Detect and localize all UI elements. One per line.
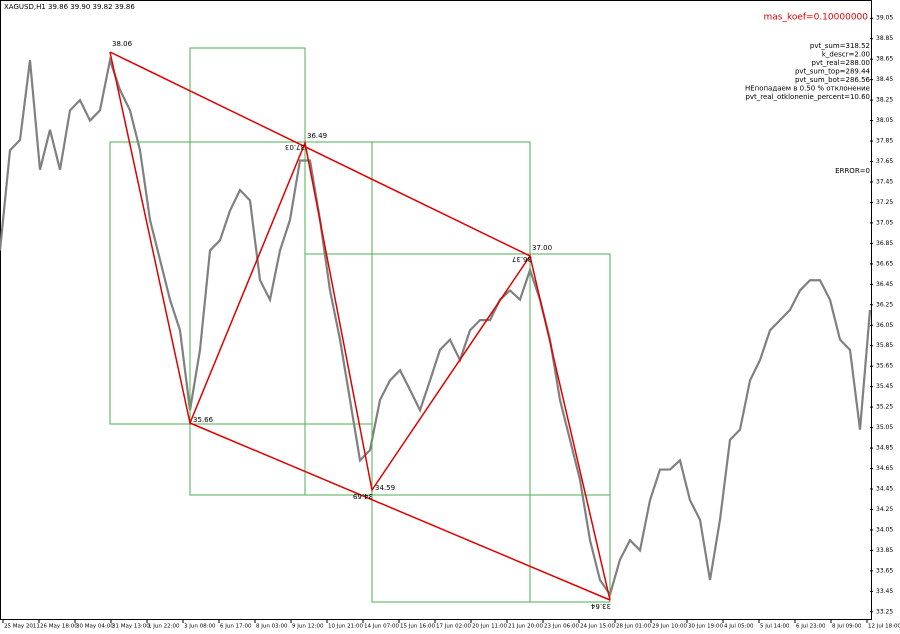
info-line: pvt_real=288.00 — [812, 59, 870, 67]
x-tick-label: 6 Jun 17:00 — [220, 624, 252, 630]
zigzag-line — [109, 51, 611, 601]
y-tick-label: 35.45 — [876, 383, 893, 390]
pivot-label: 36.49 — [307, 132, 327, 140]
price-line — [0, 55, 872, 597]
y-tick-label: 33.25 — [876, 608, 893, 615]
y-tick-label: 37.65 — [876, 158, 893, 165]
y-tick-label: 37.85 — [876, 138, 893, 145]
error: ERROR=0 — [835, 167, 870, 175]
y-tick-label: 38.45 — [876, 76, 893, 83]
y-tick-label: 36.05 — [876, 322, 893, 329]
y-tick-label: 34.25 — [876, 506, 893, 513]
x-tick-label: 8 Jun 03:00 — [256, 624, 288, 630]
y-tick-label: 33.65 — [876, 567, 893, 574]
pivot-label-flipped: 37.03 — [285, 143, 305, 151]
channel-bottom — [189, 422, 611, 601]
x-tick-label: 31 May 13:00 — [112, 624, 150, 630]
y-tick-label: 37.45 — [876, 178, 893, 185]
y-tick-label: 37.25 — [876, 199, 893, 206]
koef: mas_koef=0.10000000 — [763, 13, 868, 23]
y-tick-label: 37.05 — [876, 219, 893, 226]
price-layer — [0, 55, 872, 597]
x-tick-label: 12 Jul 18:00 — [868, 624, 900, 630]
x-tick-label: 21 Jun 20:00 — [508, 624, 543, 630]
plot-frame — [0, 0, 872, 620]
y-tick-label: 35.05 — [876, 424, 893, 431]
x-tick-label: 28 Jun 01:00 — [616, 624, 651, 630]
box — [371, 494, 611, 603]
x-tick-label: 23 Jun 06:00 — [544, 624, 579, 630]
x-tick-label: 4 Jul 05:00 — [724, 624, 754, 630]
y-tick-label: 34.45 — [876, 486, 893, 493]
x-tick-label: 8 Jul 09:00 — [832, 624, 862, 630]
y-tick-label: 35.25 — [876, 404, 893, 411]
y-tick-label: 39.05 — [876, 15, 893, 22]
info-line: pvt_real_otklonenie_percent=10.60 — [745, 93, 870, 101]
pivot-label-flipped: 36.37 — [512, 255, 532, 263]
y-tick-label: 36.45 — [876, 281, 893, 288]
y-tick-label: 34.65 — [876, 465, 893, 472]
x-tick-label: 30 May 04:00 — [76, 624, 114, 630]
y-tick-label: 35.65 — [876, 363, 893, 370]
chart-title: XAGUSD,H1 39.86 39.90 39.82 39.86 — [4, 3, 135, 11]
y-tick-label: 35.85 — [876, 342, 893, 349]
y-tick-label: 38.85 — [876, 35, 893, 42]
y-tick-label: 36.65 — [876, 260, 893, 267]
info-line: НЕпопадаем в 0.50 % отклонение — [745, 85, 870, 93]
y-tick-label: 38.65 — [876, 56, 893, 63]
pivot-label: 37.00 — [532, 244, 552, 252]
x-tick-label: 5 Jul 14:00 — [760, 624, 790, 630]
info-line: k_descr=2.00 — [822, 51, 870, 59]
channel-top — [109, 51, 531, 257]
y-tick-label: 38.25 — [876, 97, 893, 104]
pivot-label-flipped: 33.64 — [590, 602, 611, 610]
info-line: pvt_sum_bot=286.56 — [795, 76, 871, 84]
pivot-label: 34.59 — [375, 484, 395, 492]
pivot-label: 38.06 — [112, 40, 133, 48]
y-tick-label: 34.05 — [876, 526, 893, 533]
y-tick-label: 36.25 — [876, 301, 893, 308]
x-tick-label: 15 Jun 16:00 — [400, 624, 435, 630]
x-tick-label: 9 Jun 12:00 — [292, 624, 324, 630]
x-tick-label: 20 Jun 11:00 — [472, 624, 507, 630]
x-tick-label: 6 Jul 23:00 — [796, 624, 826, 630]
x-tick-label: 17 Jun 02:00 — [436, 624, 471, 630]
y-tick-label: 34.85 — [876, 445, 893, 452]
pivot-label: 35.66 — [193, 416, 214, 424]
x-tick-label: 1 Jun 22:00 — [148, 624, 180, 630]
y-tick-label: 33.85 — [876, 547, 893, 554]
info-line: pvt_sum=318.52 — [810, 42, 870, 50]
x-tick-label: 3 Jun 08:00 — [184, 624, 216, 630]
x-tick-label: 25 May 2011 — [4, 624, 40, 630]
boxes — [109, 47, 611, 603]
x-tick-label: 29 Jun 10:00 — [652, 624, 687, 630]
zigzag — [109, 51, 611, 601]
y-tick-label: 38.05 — [876, 117, 893, 124]
x-tick-label: 30 Jun 19:00 — [688, 624, 723, 630]
pivot-label-flipped: 34.69 — [353, 492, 373, 500]
x-tick-label: 26 May 18:00 — [40, 624, 78, 630]
info-line: pvt_sum_top=289.44 — [795, 68, 871, 76]
x-tick-label: 24 Jun 15:00 — [580, 624, 615, 630]
y-tick-label: 36.85 — [876, 240, 893, 247]
y-tick-label: 33.45 — [876, 588, 893, 595]
x-tick-label: 14 Jun 07:00 — [364, 624, 399, 630]
x-tick-label: 10 Jun 21:00 — [328, 624, 363, 630]
